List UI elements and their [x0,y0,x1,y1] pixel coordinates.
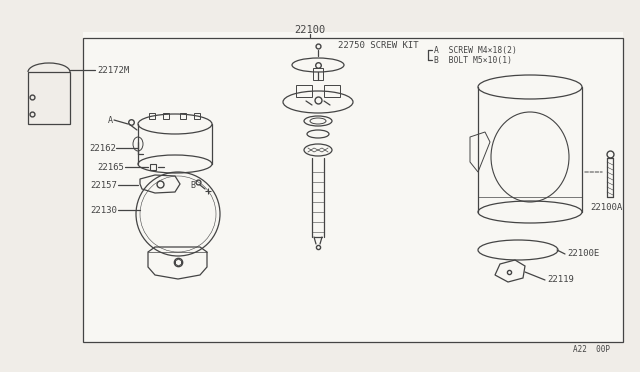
Text: B: B [190,180,195,189]
Text: 22100: 22100 [294,25,326,35]
Text: 22162: 22162 [89,144,116,153]
Text: 22119: 22119 [547,276,574,285]
Text: 22100A: 22100A [590,202,622,212]
Text: 22130: 22130 [90,205,117,215]
Bar [324,85,340,97]
Text: 22165: 22165 [97,163,124,171]
Bar [313,68,323,80]
Text: A  SCREW M4×18(2): A SCREW M4×18(2) [434,45,517,55]
Text: 22172M: 22172M [97,65,129,74]
Bar [296,85,312,97]
Text: B  BOLT M5×10(1): B BOLT M5×10(1) [434,55,512,64]
Text: A22  00P: A22 00P [573,346,610,355]
Text: 22750 SCREW KIT: 22750 SCREW KIT [338,41,419,49]
Bar [28,72,70,124]
Text: 22100E: 22100E [567,250,599,259]
Text: 22157: 22157 [90,180,117,189]
Text: A: A [108,115,113,125]
Bar [83,38,623,342]
Bar [83,32,623,342]
